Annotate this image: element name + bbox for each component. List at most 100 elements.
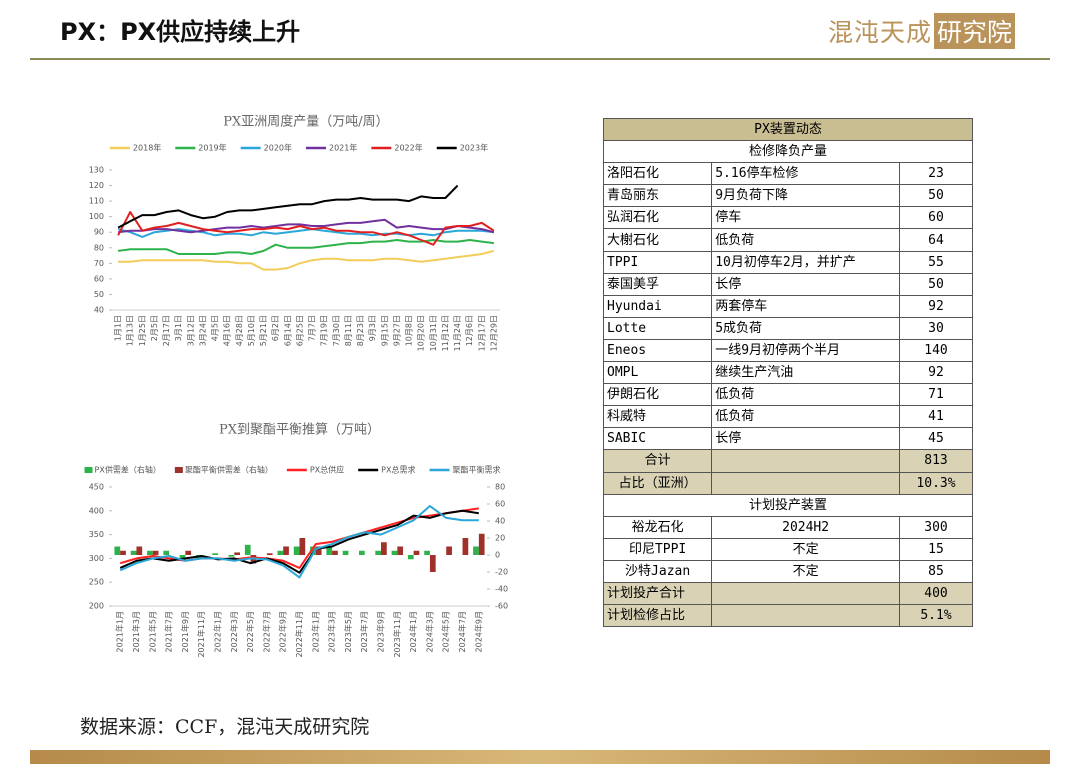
table-cell: 继续生产汽油 [711,361,900,385]
x-tick-label: 4月16日 [223,315,232,346]
x-tick-label: 3月24日 [198,315,207,346]
bar [114,546,121,555]
x-tick-label: 2022年5月 [245,611,255,652]
x-tick-label: 2021年3月 [131,611,141,652]
legend-label: 2023年 [460,143,488,153]
table-cell: 300 [899,515,973,539]
x-tick-label: 6月2日 [271,315,280,341]
table-cell: 低负荷 [711,228,900,252]
bar [283,546,289,555]
logo: 混沌天成 研究院 [828,13,1016,49]
x-tick-label: 1月1日 [114,315,123,341]
legend-label: PX总供应 [310,465,344,475]
table-cell: 沙特Jazan [602,559,713,583]
table-cell: 64 [899,228,973,252]
table-row: 泰国美孚 长停 50 [602,272,973,296]
bar [266,553,273,555]
table-row: 占比（亚洲） 10.3% [602,471,973,495]
table-cell: TPPI [602,250,713,274]
table-cell: 计划投产装置 [603,493,973,517]
x-tick-label: 10月31日 [429,315,438,351]
legend-swatch [84,467,93,473]
legend-item: PX总供应 [286,465,344,475]
x-tick-label: 5月10日 [247,315,256,346]
x-tick-label: 8月11日 [344,315,353,346]
bar [315,546,322,555]
legend-item: 2021年 [306,143,357,153]
y2-tick-label: 80 [495,483,505,492]
y-tick-label: 80 [94,243,104,252]
y-tick-label: 400 [89,506,104,515]
x-tick-label: 2021年5月 [147,611,157,652]
table-cell: 泰国美孚 [602,272,713,296]
table-cell: 60 [899,206,973,230]
table-cell: 长停 [711,272,900,296]
table-row: 计划投产装置 [603,493,973,517]
table-cell: 低负荷 [711,405,900,429]
bar [413,550,420,555]
table-cell: 占比（亚洲） [602,471,713,495]
table-cell: 不定 [711,559,900,583]
legend-label: 聚酯平衡需求 [452,465,500,475]
x-tick-label: 7月7日 [308,315,317,341]
table-cell: 50 [899,184,973,208]
table-cell: 科威特 [602,405,713,429]
bar [163,550,170,555]
table-cell: 15 [899,537,973,561]
bar [326,546,333,555]
footer-bar [30,750,1050,764]
table-row: 检修降负产量 [603,140,973,164]
x-tick-label: 2021年9月 [180,611,190,652]
y2-tick-label: -20 [495,568,508,577]
x-tick-label: 4月5日 [211,315,220,341]
table-cell: 停车 [711,206,900,230]
x-tick-label: 8月23日 [356,315,365,346]
series-line [117,239,495,255]
x-tick-label: 4月28日 [235,315,244,346]
series-line [118,249,495,271]
legend-item: PX总需求 [358,465,415,475]
x-tick-label: 7月19日 [320,315,329,346]
table-cell: 30 [899,316,973,340]
series-line [117,184,459,229]
x-tick-label: 2月17日 [162,315,171,346]
table-cell: 45 [899,427,973,451]
x-tick-label: 11月24日 [453,315,462,351]
table-cell: 计划检修占比 [602,604,713,628]
table-cell [711,471,900,495]
x-tick-label: 2021年1月 [115,611,125,652]
table-row: 计划投产合计 400 [602,581,973,606]
table-cell: 洛阳石化 [602,162,713,186]
x-tick-label: 2024年1月 [408,611,418,652]
bar [293,546,300,555]
table-row: PX装置动态 [603,117,973,142]
table-row: 合计 813 [602,449,973,473]
y2-tick-label: -60 [495,602,508,611]
legend-item: 2020年 [240,143,292,153]
slide-title: PX：PX供应持续上升 [60,18,301,46]
table-cell: SABIC [602,427,713,451]
table-cell: 23 [899,162,973,186]
x-tick-label: 12月6日 [465,315,474,346]
y-tick-label: 450 [89,483,104,492]
x-tick-label: 2024年9月 [473,611,483,652]
legend-label: 2018年 [133,143,161,153]
table-cell: 10.3% [899,471,973,495]
bar [130,550,137,555]
x-tick-label: 2021年7月 [164,611,174,652]
x-tick-label: 2023年11月 [392,611,402,658]
y-tick-label: 70 [94,259,104,268]
bar [397,546,404,555]
table-cell: 两套停车 [711,294,900,318]
table-row: 大榭石化 低负荷 64 [602,228,973,252]
table-cell: 2024H2 [711,515,900,539]
series-line [117,218,495,234]
x-tick-label: 2月5日 [150,315,159,341]
y-tick-label: 300 [89,554,104,563]
y-tick-label: 90 [94,228,104,237]
bar [424,550,430,555]
x-tick-label: 2023年7月 [359,611,369,652]
bar [244,544,251,555]
table-cell: 5.16停车检修 [711,162,900,186]
bar [277,550,284,555]
